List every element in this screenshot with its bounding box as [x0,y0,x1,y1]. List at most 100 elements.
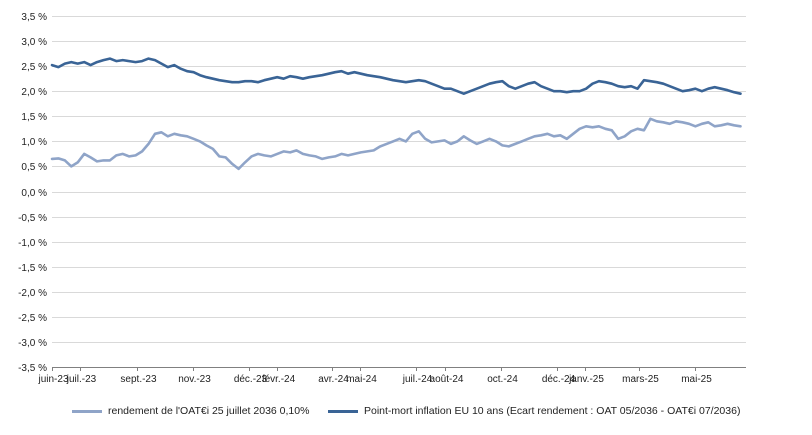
data-point [482,85,484,88]
data-point [572,132,575,135]
data-point [533,135,536,138]
data-point [89,64,92,66]
data-point [154,132,156,135]
data-point [231,163,234,165]
data-point [282,150,285,153]
data-point [437,85,439,88]
data-point [733,124,735,127]
data-point [630,85,632,88]
x-tick-label: mai-25 [681,374,712,385]
data-point [385,77,388,80]
data-point [269,77,272,80]
data-point [462,135,465,138]
data-point [437,140,439,143]
data-point [559,90,562,93]
data-point [166,66,169,68]
data-point [263,154,266,157]
data-point [231,81,234,84]
data-point [488,82,491,85]
data-point [83,153,86,155]
data-point [398,137,401,140]
data-point [263,79,266,82]
data-point [237,168,240,170]
data-point [385,143,388,145]
x-tick-label: mai-24 [346,374,377,385]
data-point [392,79,394,82]
y-tick-label: -3,5 % [18,363,47,374]
data-point [617,137,620,140]
data-point [598,125,600,128]
data-point [424,137,427,140]
data-point [475,143,478,145]
data-point [64,62,66,65]
data-point [405,140,407,143]
data-point [662,82,665,85]
data-point [347,72,349,75]
y-tick-label: 0,5 % [21,162,47,173]
data-point [482,140,484,143]
data-point [713,86,716,89]
data-point [578,90,581,93]
data-point [668,122,671,125]
line-chart: -3,5 % -3,0 % -2,5 % -2,0 % -1,5 % -1,0 % -0,5… [18,12,746,385]
y-tick-label: 3,0 % [21,37,47,48]
data-point [147,57,150,60]
data-point [302,77,304,80]
data-point [720,87,723,90]
legend-label-oat-yield: rendement de l'OAT€i 25 juillet 2036 0,1… [108,405,310,417]
data-point [643,129,645,132]
x-tick-label: juin-23 [37,374,68,385]
data-point [649,80,652,83]
data-point [398,80,401,83]
data-point [469,139,472,142]
data-point [282,77,285,80]
data-point [192,137,195,140]
data-point [360,72,362,75]
data-point [610,129,613,132]
data-point [212,148,214,150]
data-point [372,75,375,78]
data-point [469,90,472,93]
data-point [321,158,324,160]
data-point [379,76,382,79]
data-point [212,77,214,80]
y-tick-label: -3,0 % [18,338,47,349]
data-point [57,157,60,160]
data-point [334,155,336,158]
data-point [598,80,600,83]
y-tick-label: -2,0 % [18,288,47,299]
data-point [604,81,607,84]
data-point [546,132,549,135]
series-line-breakeven [50,57,742,95]
data-point [314,155,317,158]
data-point [192,71,195,74]
data-point [405,81,407,84]
series-points-oat-yield [51,117,742,170]
data-point [314,75,317,78]
data-point [173,64,176,66]
data-point [694,125,697,128]
data-point [147,143,150,145]
data-point [726,122,729,125]
data-point [540,85,542,88]
data-point [237,81,240,84]
data-point [186,135,189,138]
data-point [160,131,163,134]
legend-swatch-light [72,409,102,413]
data-point [411,132,414,135]
data-point [546,87,549,90]
data-point [501,144,504,147]
data-point [295,149,298,152]
data-point [520,140,523,143]
y-tick-label: 0,0 % [21,188,47,199]
data-point [462,92,465,95]
data-point [70,165,73,168]
data-point [604,127,607,130]
data-point [649,117,652,120]
data-point [179,134,182,137]
data-point [578,127,581,130]
data-point [739,125,742,128]
gridlines [52,16,746,368]
data-point [250,155,253,158]
data-point [121,153,124,155]
